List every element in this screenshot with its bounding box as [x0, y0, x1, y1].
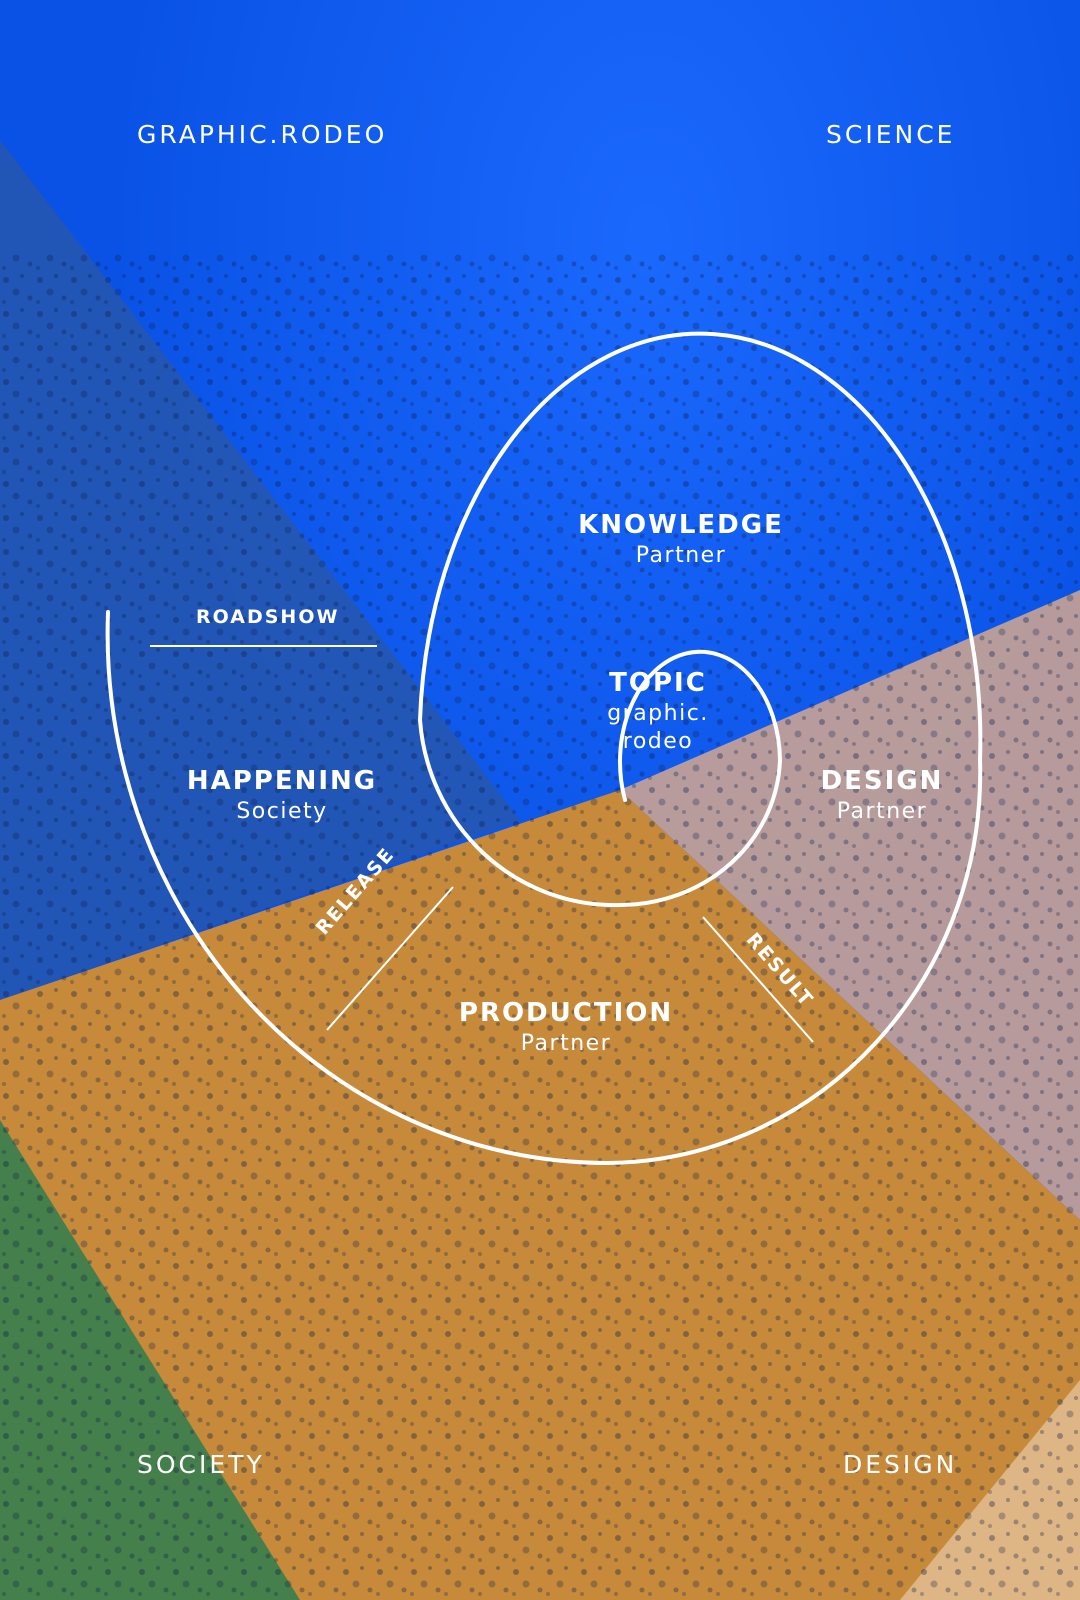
- release-divider: [326, 886, 454, 1031]
- node-happening: HAPPENING Society: [187, 766, 377, 824]
- topic-line2: rodeo: [622, 729, 694, 754]
- topic-title: TOPIC: [609, 668, 707, 698]
- result-divider: [702, 916, 814, 1043]
- design-subtitle: Partner: [836, 799, 928, 824]
- knowledge-title: KNOWLEDGE: [578, 510, 784, 540]
- brand-title: GRAPHIC.RODEO: [137, 120, 388, 149]
- corner-science: SCIENCE: [826, 120, 956, 149]
- spiral-path: [105, 331, 983, 1166]
- happening-subtitle: Society: [236, 799, 328, 824]
- knowledge-subtitle: Partner: [635, 543, 727, 568]
- corner-society: SOCIETY: [137, 1450, 265, 1479]
- production-subtitle: Partner: [520, 1031, 612, 1056]
- topic-line1: graphic.: [607, 701, 709, 726]
- corner-design: DESIGN: [843, 1450, 958, 1479]
- node-knowledge: KNOWLEDGE Partner: [578, 510, 784, 568]
- node-production: PRODUCTION Partner: [459, 998, 673, 1056]
- production-title: PRODUCTION: [458, 998, 674, 1028]
- node-design: DESIGN Partner: [821, 766, 944, 824]
- happening-title: HAPPENING: [186, 766, 378, 796]
- connector-roadshow: ROADSHOW: [196, 606, 340, 628]
- node-topic: TOPIC graphic. rodeo: [607, 668, 709, 754]
- design-title: DESIGN: [820, 766, 944, 796]
